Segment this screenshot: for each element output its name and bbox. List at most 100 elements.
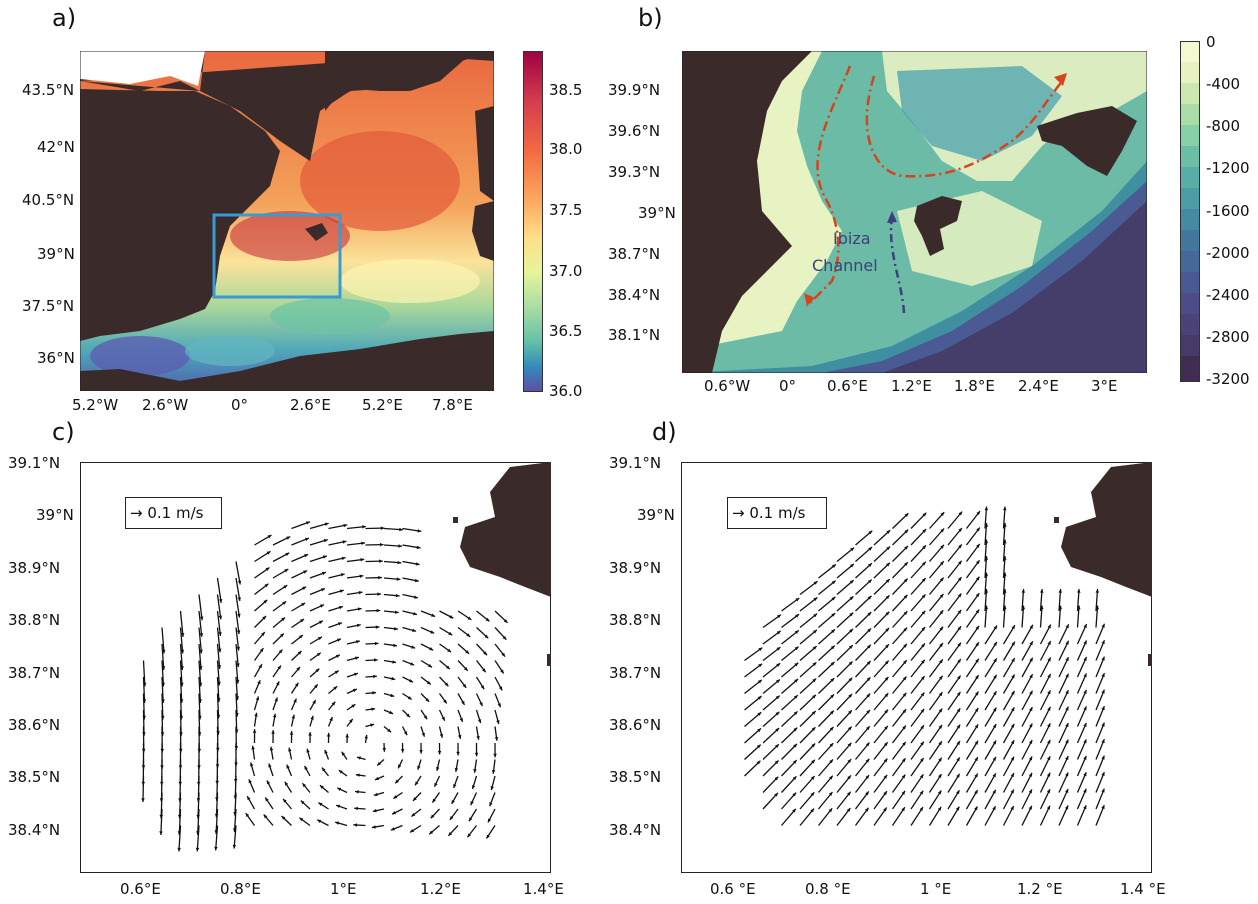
panel-a-colorbar — [523, 51, 543, 392]
velocity-arrowhead — [324, 749, 328, 754]
velocity-arrowhead — [848, 645, 853, 649]
panel-d-velocity-field — [681, 462, 1152, 873]
velocity-arrowhead — [867, 644, 871, 649]
velocity-arrow — [947, 691, 961, 711]
velocity-arrow — [1002, 789, 1015, 810]
panel-d-lat-tick: 39.1°N — [609, 454, 662, 472]
velocity-arrowhead — [974, 740, 979, 745]
velocity-arrow — [1039, 605, 1043, 628]
panel-c-lon-tick: 1.2°E — [420, 880, 461, 898]
panel-d-islet — [1148, 654, 1152, 666]
velocity-arrow — [836, 726, 853, 744]
velocity-arrowhead — [793, 711, 798, 716]
velocity-arrow — [965, 510, 981, 529]
velocity-arrowhead — [304, 554, 309, 558]
velocity-arrowhead — [1101, 673, 1105, 678]
velocity-arrow — [781, 597, 800, 612]
velocity-arrowhead — [395, 593, 400, 598]
velocity-arrow — [873, 643, 890, 661]
velocity-arrowhead — [776, 647, 781, 651]
velocity-arrowhead — [984, 589, 989, 593]
velocity-arrowhead — [793, 695, 798, 699]
velocity-arrowhead — [903, 627, 908, 632]
velocity-arrow — [198, 610, 203, 637]
velocity-arrow — [1002, 641, 1016, 661]
velocity-arrowhead — [1083, 772, 1087, 777]
velocity-arrowhead — [867, 595, 872, 600]
velocity-arrow — [928, 626, 944, 645]
velocity-arrowhead — [448, 832, 453, 836]
velocity-arrowhead — [218, 615, 223, 620]
velocity-arrow — [873, 692, 889, 711]
velocity-arrowhead — [483, 651, 488, 656]
salinity-patch — [230, 211, 350, 261]
velocity-arrowhead — [921, 594, 926, 599]
panel-b-annotation-ibiza: Ibiza — [833, 229, 871, 248]
velocity-arrow — [984, 707, 997, 727]
velocity-arrowhead — [406, 713, 410, 718]
velocity-arrowhead — [1010, 773, 1014, 778]
velocity-arrow — [744, 744, 762, 760]
velocity-arrowhead — [319, 785, 324, 789]
velocity-arrowhead — [324, 522, 329, 526]
velocity-arrow — [781, 808, 797, 826]
velocity-arrowhead — [390, 693, 395, 698]
salinity-patch — [340, 259, 480, 303]
velocity-arrow — [762, 646, 781, 662]
velocity-arrow — [762, 630, 782, 645]
velocity-arrowhead — [955, 806, 960, 811]
velocity-arrowhead — [886, 530, 891, 534]
velocity-arrow — [142, 660, 146, 687]
velocity-arrow — [799, 743, 816, 760]
velocity-arrowhead — [291, 714, 296, 719]
velocity-arrow — [1002, 772, 1015, 793]
velocity-arrowhead — [236, 630, 241, 635]
velocity-arrow — [873, 578, 891, 595]
velocity-arrowhead — [975, 593, 980, 598]
velocity-arrowhead — [776, 679, 780, 684]
velocity-arrow — [799, 678, 817, 694]
panel-c-land-ibiza — [460, 462, 551, 597]
velocity-arrow — [928, 708, 943, 727]
panel-b-current-north — [806, 65, 852, 307]
velocity-arrowhead — [1083, 656, 1087, 661]
velocity-arrow — [984, 506, 988, 529]
panel-c-lat-tick: 39°N — [36, 506, 74, 524]
velocity-arrowhead — [813, 613, 818, 618]
velocity-arrowhead — [974, 773, 978, 778]
velocity-arrowhead — [282, 601, 287, 605]
velocity-arrowhead — [1003, 506, 1007, 511]
velocity-arrow — [1021, 756, 1033, 777]
panel-c-label: c) — [52, 418, 75, 446]
panel-c-islet — [453, 517, 458, 523]
velocity-arrowhead — [459, 717, 463, 722]
velocity-arrowhead — [392, 660, 397, 664]
velocity-arrowhead — [1011, 658, 1015, 663]
velocity-arrowhead — [377, 592, 382, 596]
velocity-arrowhead — [487, 818, 492, 823]
velocity-arrow — [1002, 589, 1006, 612]
velocity-arrowhead — [199, 633, 204, 637]
velocity-arrowhead — [1065, 657, 1069, 662]
velocity-arrowhead — [498, 686, 503, 691]
velocity-arrowhead — [847, 726, 852, 731]
velocity-arrow — [1039, 640, 1052, 661]
velocity-arrow — [1076, 739, 1087, 760]
velocity-arrowhead — [992, 756, 996, 761]
velocity-arrow — [762, 662, 781, 678]
velocity-arrow — [196, 825, 200, 852]
panel-d-scale-label: → 0.1 m/s — [732, 504, 806, 522]
velocity-arrowhead — [974, 757, 978, 762]
velocity-arrow — [1039, 706, 1051, 727]
velocity-arrowhead — [371, 707, 376, 711]
velocity-arrow — [799, 710, 817, 727]
velocity-arrowhead — [774, 792, 778, 797]
velocity-arrowhead — [794, 646, 799, 651]
velocity-arrow — [1058, 739, 1069, 760]
velocity-arrowhead — [794, 678, 799, 683]
velocity-arrowhead — [1065, 739, 1069, 744]
velocity-arrowhead — [294, 682, 299, 687]
velocity-arrowhead — [775, 728, 780, 732]
velocity-arrowhead — [447, 648, 452, 653]
velocity-arrowhead — [493, 753, 497, 758]
